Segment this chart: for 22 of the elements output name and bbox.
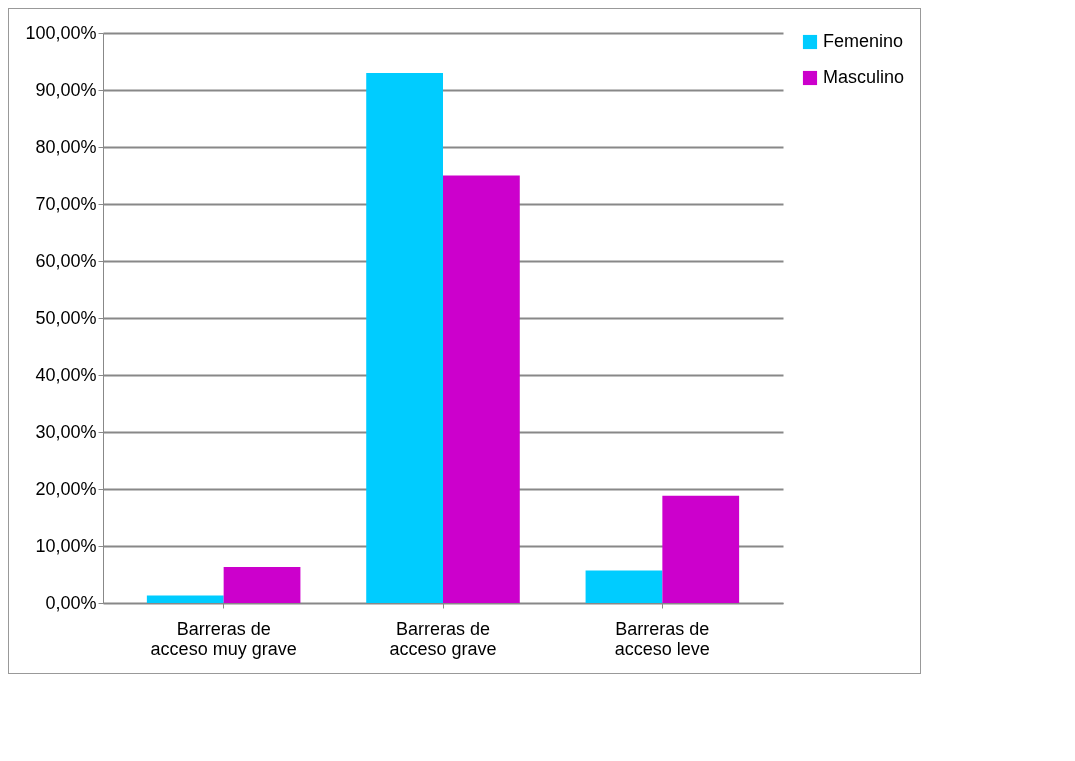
bar xyxy=(585,570,663,603)
y-tick-label: 20,00% xyxy=(35,478,97,499)
legend-label: Femenino xyxy=(823,31,904,51)
x-tick-label: Barreras de acceso leve xyxy=(614,618,710,659)
y-tick-label: 90,00% xyxy=(35,79,97,100)
y-tick-label: 70,00% xyxy=(35,193,97,214)
x-tick-label: Barreras de acceso grave xyxy=(389,618,497,659)
y-tick-label: 40,00% xyxy=(35,364,97,385)
y-tick-label: 50,00% xyxy=(35,307,97,328)
y-tick-label: 30,00% xyxy=(35,421,97,442)
y-tick-label: 10,00% xyxy=(35,535,97,556)
y-tick-label: 100,00% xyxy=(25,22,97,43)
bar xyxy=(662,495,740,603)
bar xyxy=(146,595,224,603)
bar xyxy=(223,567,301,603)
bar xyxy=(443,175,520,603)
y-tick-label: 80,00% xyxy=(35,136,97,157)
bar xyxy=(366,72,443,603)
y-tick-label: 60,00% xyxy=(35,250,97,271)
legend-label: Masculino xyxy=(823,67,905,87)
y-tick-label: 0,00% xyxy=(45,592,97,613)
x-tick-label: Barreras de acceso muy grave xyxy=(150,618,297,659)
